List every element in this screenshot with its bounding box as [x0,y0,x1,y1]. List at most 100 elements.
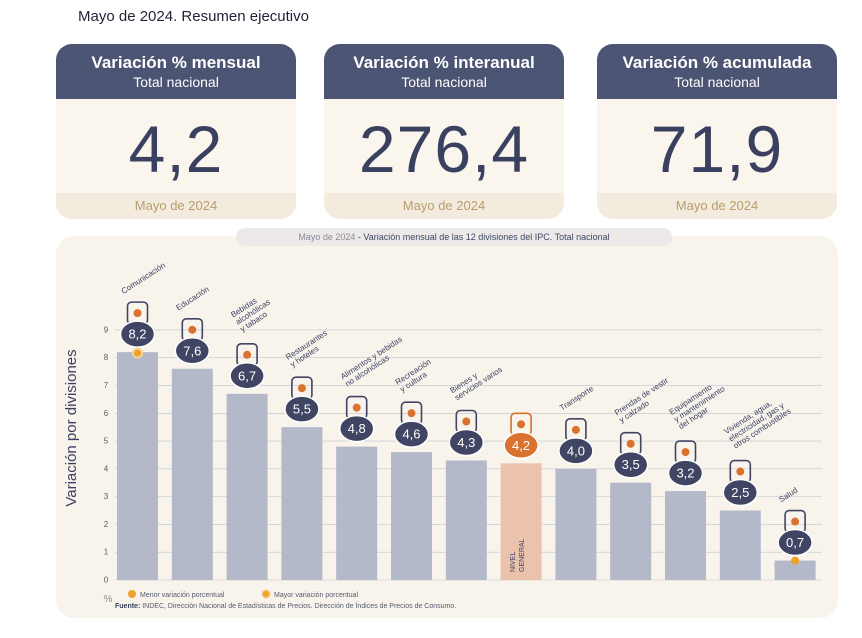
value-badge [448,428,485,457]
data-label: 4,8 [348,421,366,436]
card-title: Variación % mensual [91,53,261,72]
card-title: Variación % acumulada [622,53,812,72]
data-label: 4,0 [567,443,585,458]
value-badge [722,478,759,507]
value-badge [174,337,211,365]
category-label-line: Educación [174,285,210,313]
category-label: Vivienda, agua,electricidad, gas yotros … [722,392,792,450]
y-tick-label: 0 [104,576,109,585]
value-badge [612,450,649,479]
category-label-line: Comunicación [120,261,167,296]
data-label: 0,7 [786,535,804,550]
category-label: Transporte [558,384,596,413]
y-tick-label: 7 [104,381,109,390]
monthly-variation-card: Variación % mensual Total nacional 4,2 M… [56,44,296,219]
category-label: NIVEL GENERAL [510,538,526,572]
card-title: Variación % interanual [353,53,535,72]
y-tick-label: 4 [104,464,109,473]
category-label-line: Alimentos y bebidas [339,335,404,382]
data-label: 4,3 [457,435,475,450]
bar [117,352,158,580]
data-label: 4,2 [512,438,530,453]
y-tick-label: 3 [104,492,109,501]
value-badge [558,437,594,465]
data-label: 6,7 [238,368,256,383]
bar [500,463,542,580]
value-badge [338,414,375,443]
card-header: Variación % acumulada Total nacional [597,44,837,99]
y-axis-label: Variación por divisiones [63,349,80,506]
chart-caption-date: Mayo de 2024 [298,232,356,242]
category-label: Salud [777,486,799,505]
data-label: 5,5 [293,402,311,417]
legend-label: Menor variación porcentual [140,592,225,599]
category-label: Prendas de vestiry calzado [613,376,675,425]
card-value: 276,4 [358,112,530,186]
y-unit-label: % [104,594,113,605]
y-tick-label: 2 [104,520,109,529]
bar [281,427,323,580]
category-label-line: Transporte [558,384,596,413]
card-subtitle: Total nacional [133,74,219,90]
bar [774,560,816,580]
data-label: 3,5 [622,457,640,472]
value-badge [667,459,704,487]
value-badge [229,362,265,390]
accumulated-variation-card: Variación % acumulada Total nacional 71,… [597,44,837,219]
value-badge [119,320,156,348]
min-variation-marker [791,556,800,565]
y-tick-label: 9 [104,325,109,334]
page-title: Mayo de 2024. Resumen ejecutivo [78,8,309,25]
legend-min-marker [128,590,136,598]
card-date: Mayo de 2024 [324,193,564,219]
bar [336,446,378,580]
category-label: Restaurantesy hoteles [284,328,333,369]
source-note: Fuente: INDEC, Dirección Nacional de Est… [115,603,456,610]
category-label: Bienes yservicios varios [448,358,503,402]
bar [610,482,652,580]
legend-max-marker [261,589,271,599]
data-label: 3,2 [676,466,694,481]
value-badge [284,395,320,423]
y-tick-label: 1 [104,548,109,557]
category-label: Recreacióny cultura [394,357,437,394]
category-label: Equipamientoy mantenimientodel hogar [668,377,732,431]
source-text: INDEC, Dirección Nacional de Estadística… [140,603,457,610]
category-label-line: GENERAL [519,538,526,572]
bar [226,393,268,580]
legend-label: Mayor variación porcentual [274,592,358,599]
card-date: Mayo de 2024 [56,193,296,219]
yearly-variation-card: Variación % interanual Total nacional 27… [324,44,564,219]
value-badge [393,420,430,448]
bar [555,468,597,580]
bar [719,510,761,580]
y-tick-label: 5 [104,437,109,446]
card-subtitle: Total nacional [674,74,760,90]
data-label: 4,6 [402,427,420,442]
card-date: Mayo de 2024 [597,193,837,219]
max-variation-marker [132,347,143,359]
card-header: Variación % interanual Total nacional [324,44,564,99]
data-label: 2,5 [731,485,749,500]
category-label: Educación [174,285,210,313]
card-value: 71,9 [650,112,784,186]
bar [445,460,487,580]
bar [171,368,213,580]
value-badge [503,431,539,460]
chart-caption-text: - Variación mensual de las 12 divisiones… [355,232,610,242]
source-label: Fuente: [115,603,141,610]
value-badge [777,528,813,557]
category-label: Bebidasalcohólicasy tabaco [229,290,276,333]
y-tick-label: 6 [104,409,109,418]
bar [665,491,706,580]
data-label: 7,6 [183,343,201,358]
bar [391,452,432,580]
card-value: 4,2 [128,112,224,186]
chart-caption: Mayo de 2024 - Variación mensual de las … [236,228,672,246]
category-label: Comunicación [120,261,167,296]
data-label: 8,2 [128,327,146,342]
category-label-line: Salud [777,486,799,505]
category-label-line: NIVEL [510,552,517,572]
card-subtitle: Total nacional [401,74,487,90]
